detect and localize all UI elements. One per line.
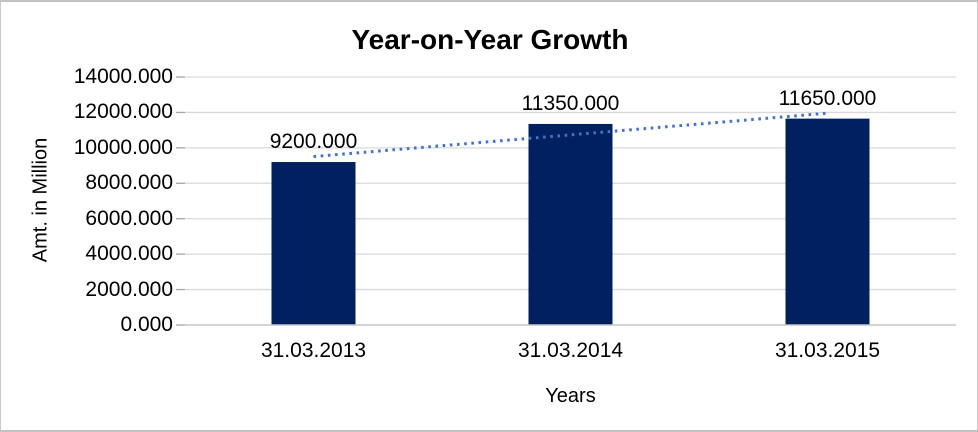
y-tick-label: 8000.000 xyxy=(85,171,173,195)
y-tick-label: 2000.000 xyxy=(85,277,173,301)
data-label: 9200.000 xyxy=(269,130,358,154)
y-tick-label: 0.000 xyxy=(120,313,173,336)
y-tick-label: 4000.000 xyxy=(85,242,173,266)
bar-31.03.2015 xyxy=(785,118,870,325)
y-tick-label: 14000.000 xyxy=(73,65,173,88)
x-tick-label: 31.03.2014 xyxy=(517,339,624,362)
x-tick-label: 31.03.2015 xyxy=(774,339,881,362)
bar-31.03.2013 xyxy=(271,162,356,325)
y-tick-label: 12000.000 xyxy=(73,100,173,124)
x-tick-label: 31.03.2013 xyxy=(260,339,367,362)
bar-31.03.2014 xyxy=(528,123,613,325)
data-label: 11350.000 xyxy=(521,91,620,115)
y-tick-label: 10000.000 xyxy=(73,135,173,159)
data-label: 11650.000 xyxy=(778,86,877,110)
x-axis-title: Years xyxy=(545,385,596,407)
chart-title: Year-on-Year Growth xyxy=(351,24,629,55)
y-tick-label: 6000.000 xyxy=(85,206,173,230)
